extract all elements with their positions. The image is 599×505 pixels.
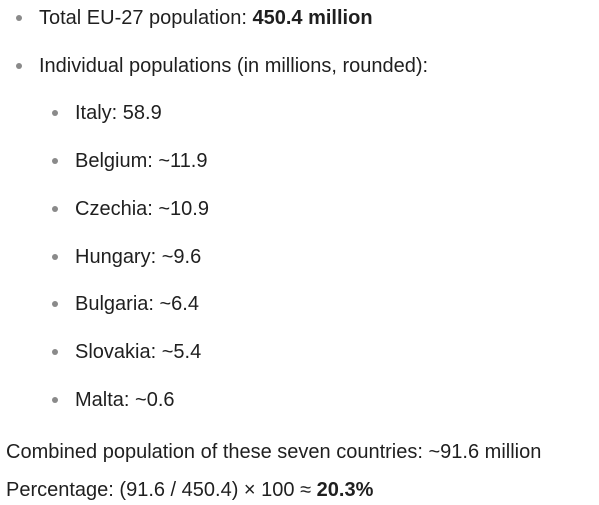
country-hungary: Hungary: ~9.6 [75, 246, 202, 268]
total-label: Total EU-27 population: [39, 7, 247, 29]
country-bulgaria: Bulgaria: ~6.4 [75, 293, 199, 315]
country-belgium: Belgium: ~11.9 [75, 150, 208, 172]
bullet-icon [16, 63, 22, 69]
total-value: 450.4 million [252, 7, 373, 29]
bullet-icon [52, 206, 58, 212]
list-item-individual-heading: Individual populations (in millions, rou… [16, 52, 428, 80]
bullet-icon [52, 349, 58, 355]
percentage-value: 20.3% [316, 479, 374, 501]
bullet-icon [52, 110, 58, 116]
country-slovakia: Slovakia: ~5.4 [75, 341, 202, 363]
country-italy: Italy: 58.9 [75, 102, 162, 124]
percentage-paragraph: Percentage: (91.6 / 450.4) × 100 ≈ 20.3% [6, 476, 373, 504]
list-item-country: Hungary: ~9.6 [52, 243, 201, 271]
individual-heading: Individual populations (in millions, rou… [39, 55, 429, 77]
list-item-country: Italy: 58.9 [52, 99, 162, 127]
bullet-icon [52, 254, 58, 260]
country-czechia: Czechia: ~10.9 [75, 198, 209, 220]
list-item-country: Bulgaria: ~6.4 [52, 290, 199, 318]
bullet-icon [52, 158, 58, 164]
combined-paragraph: Combined population of these seven count… [6, 438, 541, 466]
percentage-label: Percentage: (91.6 / 450.4) × 100 ≈ [6, 479, 312, 501]
bullet-icon [52, 397, 58, 403]
list-item-country: Slovakia: ~5.4 [52, 338, 201, 366]
list-item-country: Malta: ~0.6 [52, 386, 175, 414]
combined-text: Combined population of these seven count… [6, 441, 542, 463]
list-item-country: Czechia: ~10.9 [52, 195, 209, 223]
bullet-icon [16, 15, 22, 21]
list-item-total: Total EU-27 population: 450.4 million [16, 4, 373, 32]
list-item-country: Belgium: ~11.9 [52, 147, 208, 175]
bullet-icon [52, 301, 58, 307]
country-malta: Malta: ~0.6 [75, 389, 175, 411]
